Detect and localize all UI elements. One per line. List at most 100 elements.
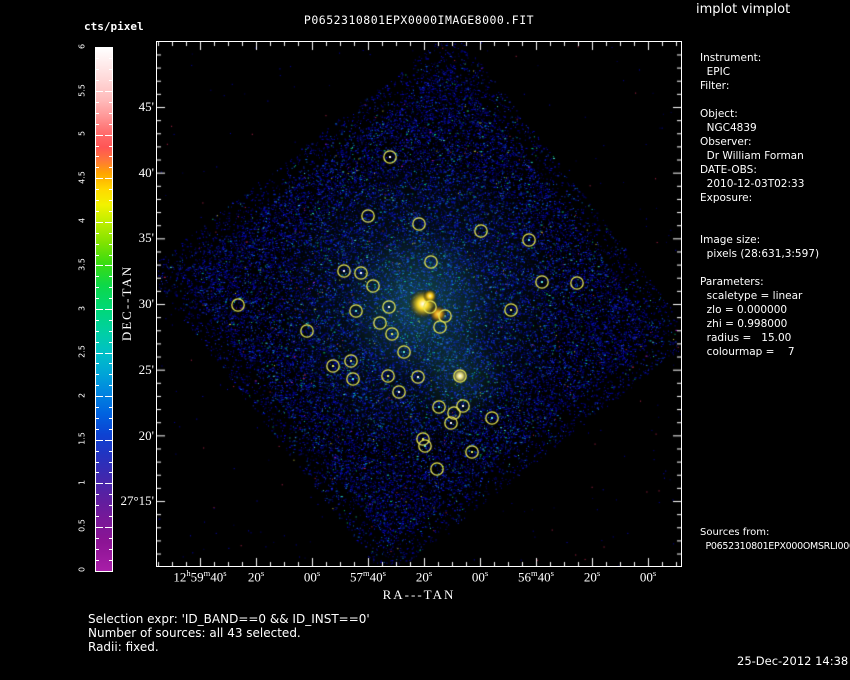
colorbar-tick: [105, 47, 112, 49]
ra-tick-label: 56m40s: [518, 568, 554, 585]
colorbar-tick: [96, 167, 99, 169]
colorbar-tick: [96, 47, 103, 49]
colorbar-tick: [105, 570, 112, 572]
colorbar-tick: [105, 483, 112, 485]
selection-info-line: Radii: fixed.: [88, 640, 159, 654]
colorbar-tick: [96, 505, 99, 507]
colorbar-tick: [105, 221, 112, 223]
colorbar-tick: [96, 494, 99, 496]
sidebar-line: Exposure:: [700, 192, 753, 204]
dec-tick-labels: 45' 40' 35' 30' 25' 20' 27°15': [108, 0, 154, 680]
sidebar-line: radius = 15.00: [700, 332, 792, 344]
plot-frame: [156, 41, 682, 567]
sidebar-line: Filter:: [700, 80, 730, 92]
selection-info-line: Number of sources: all 43 selected.: [88, 626, 301, 640]
colorbar-tick: [96, 298, 99, 300]
colorbar-tick: [109, 319, 112, 321]
dec-tick-label: 35': [138, 230, 154, 245]
dec-tick-label: 20': [138, 428, 154, 443]
colorbar-tick: [109, 80, 112, 82]
colorbar-tick: [96, 221, 103, 223]
colorbar-tick-label: 3.5: [77, 258, 87, 271]
sidebar-line: NGC4839: [700, 122, 757, 134]
colorbar-tick: [96, 330, 99, 332]
colorbar-tick: [109, 505, 112, 507]
colorbar-tick: [109, 167, 112, 169]
colorbar-tick: [96, 516, 99, 518]
colorbar-tick: [105, 265, 112, 267]
dec-tick-label: 45': [138, 99, 154, 114]
sidebar-line: Observer:: [700, 136, 752, 148]
colorbar-tick: [105, 309, 112, 310]
dec-tick-label: 25': [138, 362, 154, 377]
colorbar-tick: [96, 58, 99, 60]
colorbar-tick: [109, 385, 112, 387]
colorbar-tick: [96, 352, 103, 354]
sources-from-file: P0652310801EPX000OMSRLI0000.F: [705, 541, 850, 552]
dec-axis-title: DEC--TAN: [119, 264, 134, 342]
ra-tick-label: 00s: [471, 568, 489, 585]
colorbar-tick: [96, 396, 103, 398]
image-title: P0652310801EPX0000IMAGE8000.FIT: [303, 13, 535, 27]
sidebar-line: zlo = 0.000000: [700, 304, 788, 316]
colorbar-tick: [109, 298, 112, 300]
ra-tick-label: 00s: [639, 568, 657, 585]
colorbar-tick: [96, 80, 99, 82]
sidebar-line: DATE-OBS:: [700, 164, 757, 176]
ra-tick-label: 20s: [583, 568, 601, 585]
colorbar-tick: [96, 461, 99, 463]
colorbar-tick: [96, 156, 99, 158]
colorbar-tick-label: 5: [77, 131, 87, 137]
colorbar-tick: [96, 243, 99, 245]
sidebar-line: scaletype = linear: [700, 290, 803, 302]
ra-axis-title: RA---TAN: [382, 587, 456, 602]
colorbar-tick-label: 4.5: [77, 170, 87, 184]
colorbar-tick-label: 2: [77, 392, 87, 398]
ra-tick-label: 20s: [415, 568, 433, 585]
sidebar-line: zhi = 0.998000: [700, 318, 788, 330]
colorbar-tick: [96, 210, 99, 212]
colorbar-tick: [105, 439, 112, 441]
colorbar-tick: [109, 450, 112, 452]
colorbar-tick: [96, 200, 99, 202]
colorbar-tick: [96, 189, 99, 191]
colorbar-tick: [96, 178, 103, 180]
sky-canvas: [157, 42, 681, 566]
colorbar-tick: [96, 69, 99, 71]
ra-tick-label: 00s: [303, 568, 321, 585]
colorbar-tick: [109, 537, 112, 539]
render-timestamp: 25-Dec-2012 14:38: [737, 654, 849, 668]
colorbar-tick: [96, 254, 99, 256]
ra-tick-label: 12h59m40s: [173, 568, 227, 585]
sidebar-line: [700, 205, 819, 219]
sidebar-line: Object:: [700, 108, 738, 120]
colorbar-tick: [105, 134, 112, 136]
metadata-panel: Instrument: EPIC Filter: Object: NGC4839 Ob…: [700, 51, 819, 359]
colorbar: [95, 47, 113, 572]
sidebar-line: 2010-12-03T02:33: [700, 178, 805, 190]
colorbar-tick: [96, 472, 99, 474]
colorbar-tick: [96, 309, 103, 310]
colorbar-tick: [96, 559, 99, 561]
colorbar-tick: [96, 276, 99, 278]
colorbar-tick: [109, 287, 112, 289]
colorbar-tick: [109, 58, 112, 60]
selection-info: Selection expr: 'ID_BAND==0 && ID_INST==…: [88, 612, 370, 654]
colorbar-tick: [109, 101, 112, 103]
dec-tick-label: 30': [138, 296, 154, 311]
colorbar-tick: [96, 287, 99, 289]
colorbar-tick: [109, 428, 112, 430]
dec-tick-label: 27°15': [120, 493, 154, 508]
colorbar-tick: [109, 254, 112, 256]
colorbar-tick: [96, 112, 99, 114]
colorbar-tick: [96, 450, 99, 452]
colorbar-tick: [96, 548, 99, 550]
sidebar-line: Dr William Forman: [700, 150, 804, 162]
colorbar-tick: [96, 232, 99, 234]
sidebar-line: [700, 93, 819, 107]
colorbar-tick: [109, 516, 112, 518]
colorbar-tick: [109, 123, 112, 125]
colorbar-tick: [109, 559, 112, 561]
colorbar-tick-label: 0.5: [77, 519, 87, 533]
